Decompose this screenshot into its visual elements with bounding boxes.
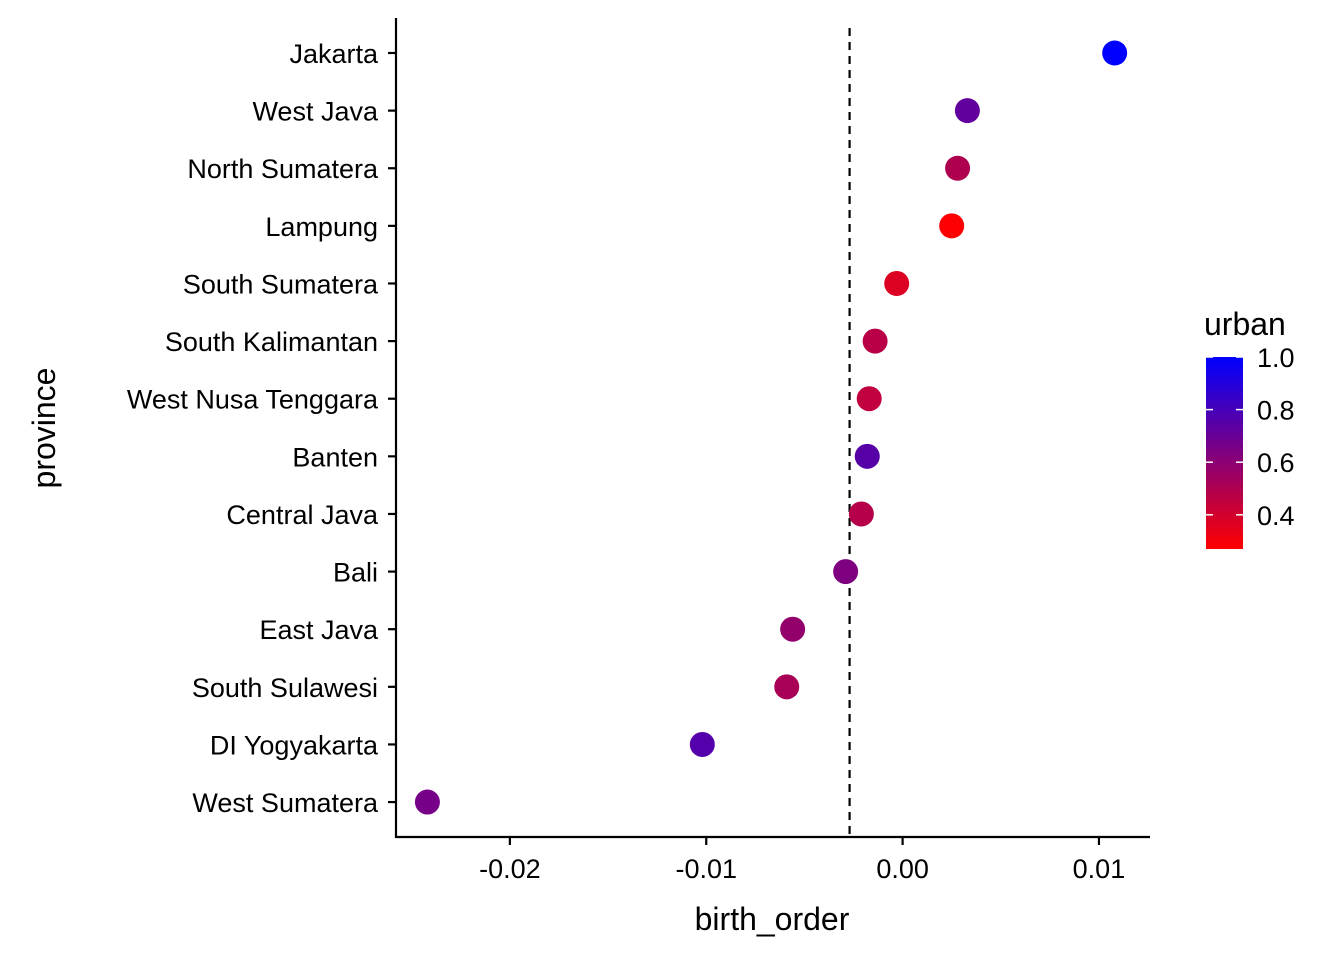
legend-tick-label: 0.8: [1257, 396, 1295, 426]
y-tick-label: Jakarta: [289, 39, 379, 69]
data-point: [780, 616, 806, 642]
data-point: [689, 731, 715, 757]
data-point: [1102, 40, 1128, 66]
legend-tick-label: 0.4: [1257, 501, 1295, 531]
x-axis-title: birth_order: [695, 901, 850, 937]
legend-tick-label: 0.6: [1257, 448, 1295, 478]
y-axis: Jakarta West Java North Sumatera Lampung Sou…: [127, 18, 398, 838]
data-point: [954, 98, 980, 124]
y-tick-label: North Sumatera: [187, 154, 379, 184]
y-tick-label: Bali: [333, 558, 378, 588]
x-tick-label: -0.02: [479, 854, 541, 884]
y-tick-label: DI Yogyakarta: [210, 730, 379, 760]
x-axis: -0.02 -0.01 0.00 0.01: [395, 835, 1150, 884]
y-tick-label: South Sumatera: [183, 269, 379, 299]
data-point: [774, 674, 800, 700]
data-point: [848, 501, 874, 527]
x-tick-label: 0.01: [1073, 854, 1126, 884]
x-tick-label: -0.01: [675, 854, 737, 884]
data-point: [945, 155, 971, 181]
y-tick-label: South Kalimantan: [165, 327, 378, 357]
y-tick-label: East Java: [259, 615, 379, 645]
color-legend: urban 1.0 0.8 0.6 0.4: [1204, 306, 1295, 549]
data-point: [884, 270, 910, 296]
legend-tick-label: 1.0: [1257, 343, 1295, 373]
data-point: [414, 789, 440, 815]
legend-colorbar: [1206, 357, 1243, 549]
legend-title: urban: [1204, 306, 1286, 342]
y-axis-title: province: [26, 368, 62, 489]
y-tick-label: Lampung: [265, 212, 378, 242]
data-point: [939, 213, 965, 239]
points-layer: [414, 40, 1128, 815]
data-point: [833, 559, 859, 585]
y-tick-label: West Java: [252, 97, 379, 127]
data-point: [854, 443, 880, 469]
x-tick-label: 0.00: [876, 854, 929, 884]
y-tick-label: West Nusa Tenggara: [127, 385, 379, 415]
data-point: [862, 328, 888, 354]
y-tick-label: West Sumatera: [192, 788, 379, 818]
y-tick-label: Banten: [292, 442, 378, 472]
y-tick-label: South Sulawesi: [192, 673, 378, 703]
y-tick-label: Central Java: [226, 500, 379, 530]
data-point: [856, 386, 882, 412]
